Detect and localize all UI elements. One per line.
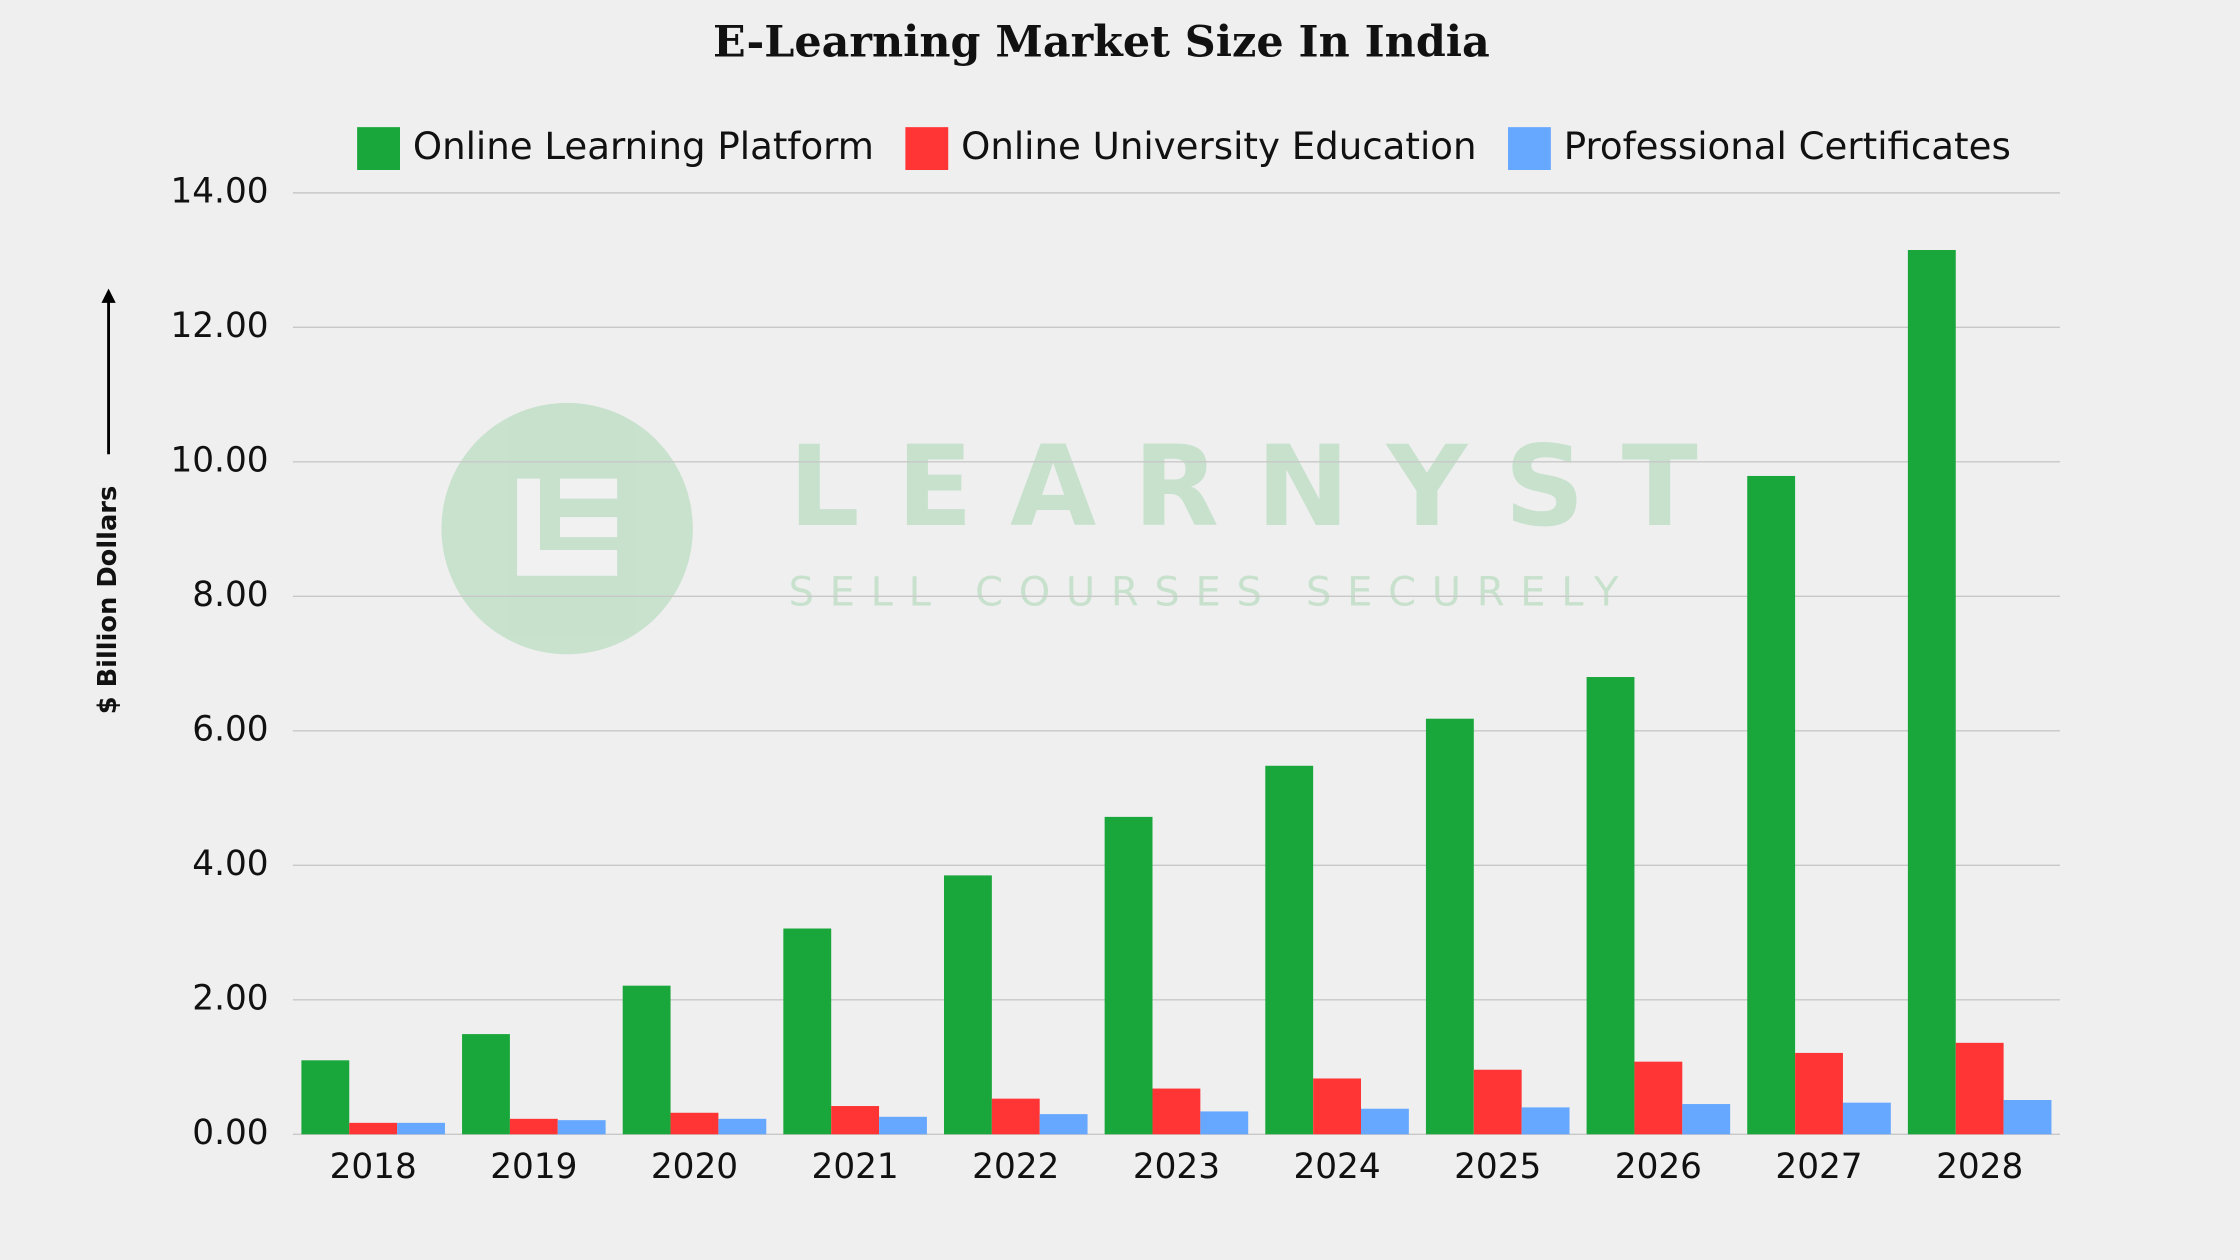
y-tick-label: 6.00 (192, 709, 268, 749)
legend-label: Professional Certificates (1564, 125, 2011, 168)
watermark-text: LEARNYST (789, 423, 1735, 552)
y-tick-label: 4.00 (192, 844, 268, 884)
axis-arrow-head (101, 288, 116, 303)
y-tick-label: 8.00 (192, 575, 268, 615)
y-axis-label: $ Billion Dollars (93, 486, 123, 715)
bar (991, 1098, 1040, 1135)
bar (718, 1118, 767, 1135)
x-tick-label: 2025 (1454, 1147, 1541, 1187)
bar (670, 1112, 719, 1135)
y-tick-label: 0.00 (192, 1113, 268, 1153)
watermark: LEARNYST SELL COURSES SECURELY (441, 402, 1735, 655)
x-tick-label: 2020 (651, 1147, 738, 1187)
bar (1795, 1052, 1843, 1135)
bar (1361, 1108, 1409, 1135)
bar (301, 1060, 350, 1135)
bar (1104, 816, 1153, 1135)
bar (1521, 1107, 1570, 1135)
bar (397, 1122, 445, 1135)
bar (462, 1034, 510, 1135)
bar (509, 1118, 558, 1135)
bar (1586, 677, 1635, 1135)
bar (1747, 475, 1796, 1135)
bar (1842, 1102, 1891, 1135)
x-tick-label: 2018 (330, 1147, 417, 1187)
chart-title: E-Learning Market Size In India (713, 18, 1490, 68)
bar (349, 1122, 398, 1135)
x-tick-label: 2024 (1293, 1147, 1380, 1187)
bar (1425, 718, 1474, 1135)
bar (879, 1116, 927, 1135)
watermark-tagline: SELL COURSES SECURELY (789, 569, 1635, 615)
bar (1039, 1114, 1088, 1135)
x-tick-label: 2028 (1936, 1147, 2023, 1187)
bar (1152, 1088, 1201, 1135)
x-tick-label: 2023 (1133, 1147, 1220, 1187)
x-tick-label: 2026 (1615, 1147, 1702, 1187)
bar (1907, 250, 1956, 1135)
bar (557, 1120, 606, 1135)
bar (1634, 1061, 1683, 1135)
bar (622, 985, 671, 1135)
bar (1200, 1111, 1249, 1135)
bar (831, 1106, 880, 1135)
bar (1955, 1042, 2004, 1135)
x-tick-label: 2022 (972, 1147, 1059, 1187)
x-tick-label: 2027 (1775, 1147, 1862, 1187)
bar (1473, 1069, 1522, 1135)
y-tick-label: 10.00 (170, 440, 268, 480)
legend-label: Online Learning Platform (413, 125, 874, 168)
bar (783, 928, 832, 1135)
bar (2003, 1099, 2052, 1135)
x-tick-label: 2021 (812, 1147, 899, 1187)
y-tick-label: 2.00 (192, 978, 268, 1018)
legend-label: Online University Education (961, 125, 1476, 168)
y-tick-label: 14.00 (170, 171, 268, 211)
x-tick-label: 2019 (490, 1147, 577, 1187)
legend-swatch (905, 127, 949, 170)
y-tick-label: 12.00 (170, 306, 268, 346)
watermark-logo (441, 402, 693, 655)
bar (1265, 765, 1314, 1135)
bar (943, 875, 992, 1135)
legend-swatch (1507, 127, 1551, 170)
watermark-logo-mark (517, 478, 618, 576)
bar (1682, 1104, 1731, 1135)
legend-swatch (357, 127, 400, 170)
bar (1313, 1078, 1362, 1135)
